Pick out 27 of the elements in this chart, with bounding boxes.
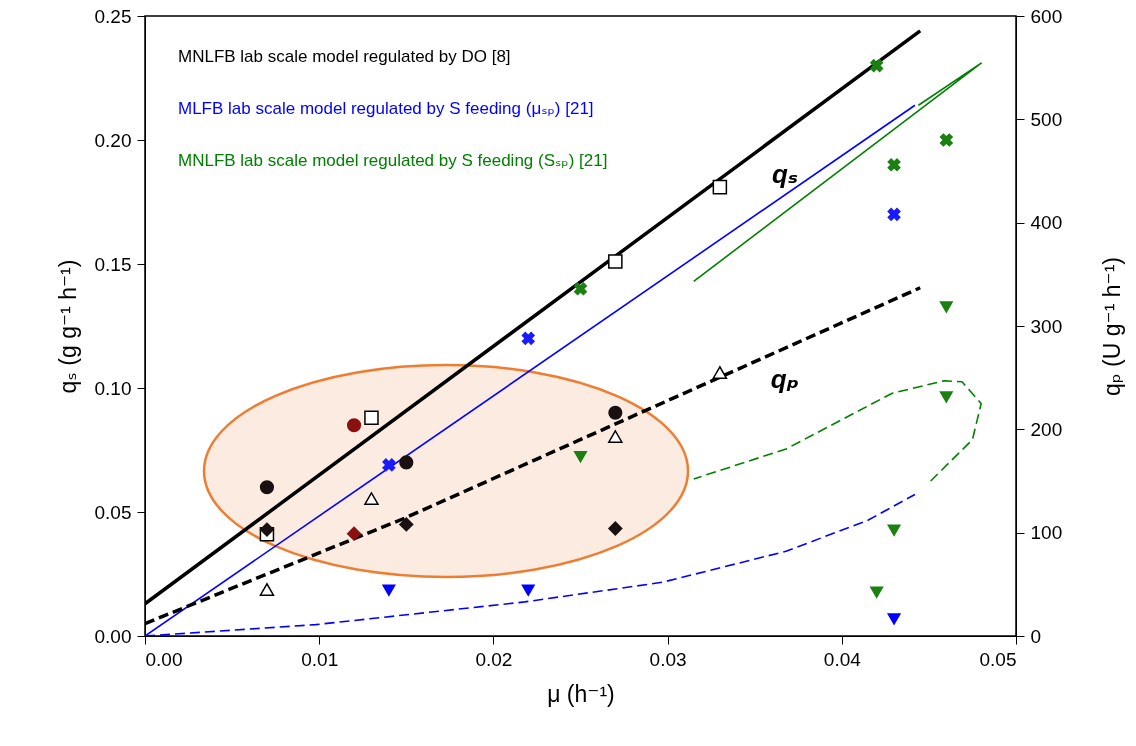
x-tick-label: 0.04 (823, 648, 862, 670)
x-tick-label: 0.00 (145, 648, 183, 670)
y2-tick-label: 600 (1030, 5, 1063, 27)
y-axis-title: qₛ (g g⁻¹ h⁻¹) (54, 259, 81, 394)
annotation: qₛ (772, 159, 798, 189)
y2-tick-label: 200 (1030, 418, 1063, 440)
y2-tick-label: 400 (1030, 212, 1063, 234)
y-tick-label: 0.15 (94, 253, 132, 275)
y2-tick-label: 0 (1030, 625, 1042, 647)
text: MNLFB lab scale model regulated by DO [8] (178, 47, 511, 66)
text: MLFB lab scale model regulated by S feeding (μₛₚ) [21] (178, 99, 594, 118)
x-tick-label: 0.05 (979, 648, 1017, 670)
y2-axis-title: qₚ (U g⁻¹ h⁻¹) (1098, 257, 1125, 396)
text: MNLFB lab scale model regulated by S feeding (Sₛₚ) [21] (178, 151, 608, 170)
y-tick-label: 0.20 (94, 129, 132, 151)
y2-tick-label: 500 (1030, 108, 1063, 130)
x-tick-label: 0.01 (301, 648, 339, 670)
y2-tick-label: 100 (1030, 522, 1063, 544)
x-tick-label: 0.02 (475, 648, 513, 670)
x-tick-label: 0.03 (649, 648, 687, 670)
y-tick-label: 0.00 (94, 625, 132, 647)
annotation: qₚ (770, 364, 800, 394)
y2-tick-label: 300 (1030, 315, 1063, 337)
y-tick-label: 0.25 (94, 5, 132, 27)
y-tick-label: 0.10 (94, 377, 132, 399)
x-axis-title: μ (h⁻¹) (547, 680, 615, 707)
y-tick-label: 0.05 (94, 501, 132, 523)
